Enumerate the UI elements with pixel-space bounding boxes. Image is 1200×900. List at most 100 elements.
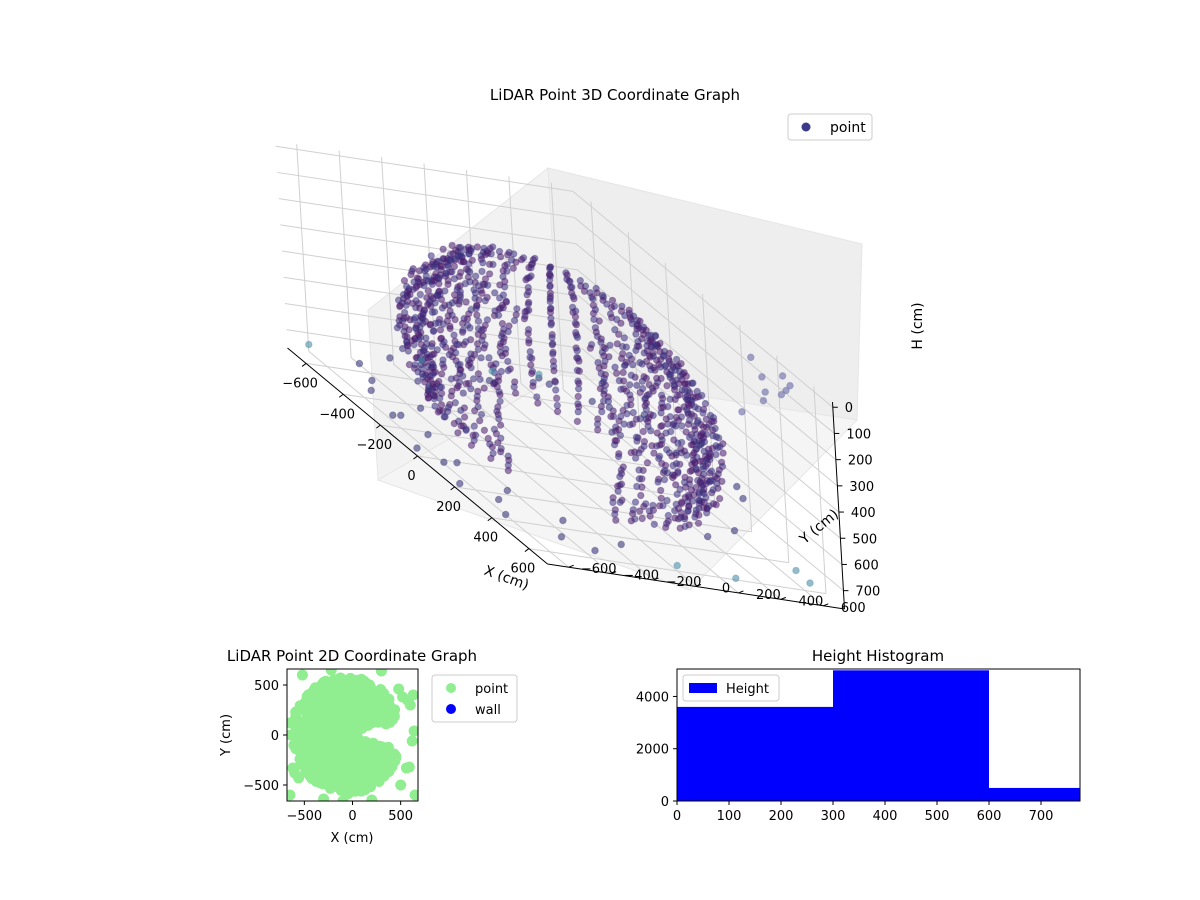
data-point-3d bbox=[627, 395, 635, 403]
y-tick-label-2d: 500 bbox=[254, 679, 279, 694]
data-point-3d bbox=[677, 498, 686, 506]
legend-hist-height-label: Height bbox=[726, 682, 769, 697]
data-point-2d bbox=[323, 690, 335, 702]
data-point-3d bbox=[412, 284, 420, 292]
data-point-2d bbox=[287, 729, 297, 741]
data-point-3d bbox=[450, 275, 459, 283]
data-point-3d bbox=[676, 524, 684, 532]
legend-point-marker bbox=[801, 122, 811, 132]
data-point-3d bbox=[615, 417, 623, 425]
data-point-3d bbox=[573, 417, 582, 426]
data-point-3d bbox=[685, 493, 693, 501]
data-point-3d bbox=[413, 444, 421, 452]
data-point-3d bbox=[639, 384, 647, 393]
data-point-3d bbox=[619, 368, 627, 377]
data-point-2d bbox=[376, 709, 388, 721]
data-point-3d bbox=[400, 276, 409, 285]
data-point-3d bbox=[305, 340, 313, 349]
data-point-3d bbox=[396, 313, 404, 321]
data-point-3d bbox=[611, 363, 619, 371]
data-point-3d bbox=[698, 391, 706, 400]
data-point-2d bbox=[290, 706, 302, 718]
data-point-3d bbox=[396, 301, 404, 310]
x-tick-label-hist: 0 bbox=[673, 809, 681, 824]
data-point-3d bbox=[429, 327, 437, 335]
x-tick-label-3d: −400 bbox=[319, 407, 355, 422]
data-point-3d bbox=[632, 433, 641, 441]
data-point-3d bbox=[635, 475, 644, 483]
data-point-3d bbox=[716, 494, 724, 503]
data-point-3d bbox=[690, 412, 698, 420]
data-point-3d bbox=[450, 419, 458, 428]
data-point-3d bbox=[459, 326, 467, 334]
data-point-3d bbox=[605, 403, 614, 412]
data-point-3d bbox=[730, 526, 739, 535]
data-point-3d bbox=[640, 502, 648, 511]
data-point-3d bbox=[496, 281, 504, 289]
data-point-3d bbox=[615, 330, 623, 338]
data-point-3d bbox=[488, 443, 496, 451]
z-tick-label-3d: 700 bbox=[855, 585, 880, 600]
data-point-3d bbox=[713, 479, 721, 488]
data-point-2d bbox=[366, 794, 378, 801]
data-point-3d bbox=[606, 341, 614, 349]
data-point-3d bbox=[611, 436, 619, 445]
data-point-3d bbox=[443, 407, 452, 416]
data-point-3d bbox=[406, 290, 414, 299]
data-point-3d bbox=[651, 342, 659, 351]
data-point-3d bbox=[684, 506, 692, 515]
data-point-3d bbox=[733, 482, 741, 491]
data-point-3d bbox=[674, 504, 683, 513]
data-point-3d bbox=[662, 523, 670, 532]
data-point-3d bbox=[640, 349, 648, 357]
data-point-3d bbox=[481, 297, 489, 305]
data-point-3d bbox=[451, 315, 459, 324]
data-point-3d bbox=[657, 409, 665, 417]
data-point-3d bbox=[642, 326, 650, 334]
data-point-3d bbox=[627, 448, 635, 457]
data-point-3d bbox=[467, 441, 476, 449]
x-tick-label-3d: −600 bbox=[282, 376, 318, 391]
data-point-3d bbox=[438, 304, 447, 312]
data-point-3d bbox=[777, 390, 786, 399]
data-point-3d bbox=[459, 372, 467, 380]
legend-3d: point bbox=[787, 113, 873, 141]
points-3d bbox=[305, 241, 814, 587]
data-point-3d bbox=[616, 498, 624, 506]
y-axis-label-2d: Y (cm) bbox=[219, 714, 234, 757]
data-point-3d bbox=[676, 485, 684, 494]
data-point-3d bbox=[600, 390, 608, 398]
data-point-3d bbox=[551, 377, 559, 385]
data-point-3d bbox=[648, 442, 656, 450]
data-point-3d bbox=[491, 289, 499, 297]
data-point-2d bbox=[363, 688, 375, 700]
data-point-3d bbox=[485, 376, 494, 385]
data-point-3d bbox=[684, 420, 693, 428]
data-point-3d bbox=[517, 255, 526, 264]
data-point-3d bbox=[427, 342, 436, 351]
x-tick-label-3d: 200 bbox=[436, 500, 461, 515]
x-tick-label-2d: −500 bbox=[286, 809, 322, 824]
data-point-3d bbox=[685, 433, 694, 442]
plot-frame-hist bbox=[676, 668, 1081, 802]
data-point-3d bbox=[700, 447, 708, 455]
data-point-3d bbox=[616, 472, 624, 481]
data-point-3d bbox=[520, 315, 529, 323]
data-point-3d bbox=[676, 391, 684, 399]
data-point-3d bbox=[525, 339, 533, 347]
data-point-2d bbox=[374, 756, 386, 768]
x-tick-label-2d: 500 bbox=[388, 809, 413, 824]
data-point-3d bbox=[416, 290, 424, 299]
data-point-3d bbox=[414, 377, 422, 385]
data-point-3d bbox=[667, 371, 675, 379]
data-point-3d bbox=[710, 417, 718, 425]
data-point-2d bbox=[373, 776, 385, 787]
data-point-3d bbox=[707, 467, 716, 475]
data-point-3d bbox=[495, 414, 503, 423]
data-point-3d bbox=[477, 354, 485, 362]
data-point-3d bbox=[487, 454, 495, 463]
legend-hist: Height bbox=[682, 674, 780, 702]
data-point-3d bbox=[609, 498, 617, 507]
data-point-3d bbox=[661, 362, 669, 371]
data-point-3d bbox=[640, 410, 649, 419]
